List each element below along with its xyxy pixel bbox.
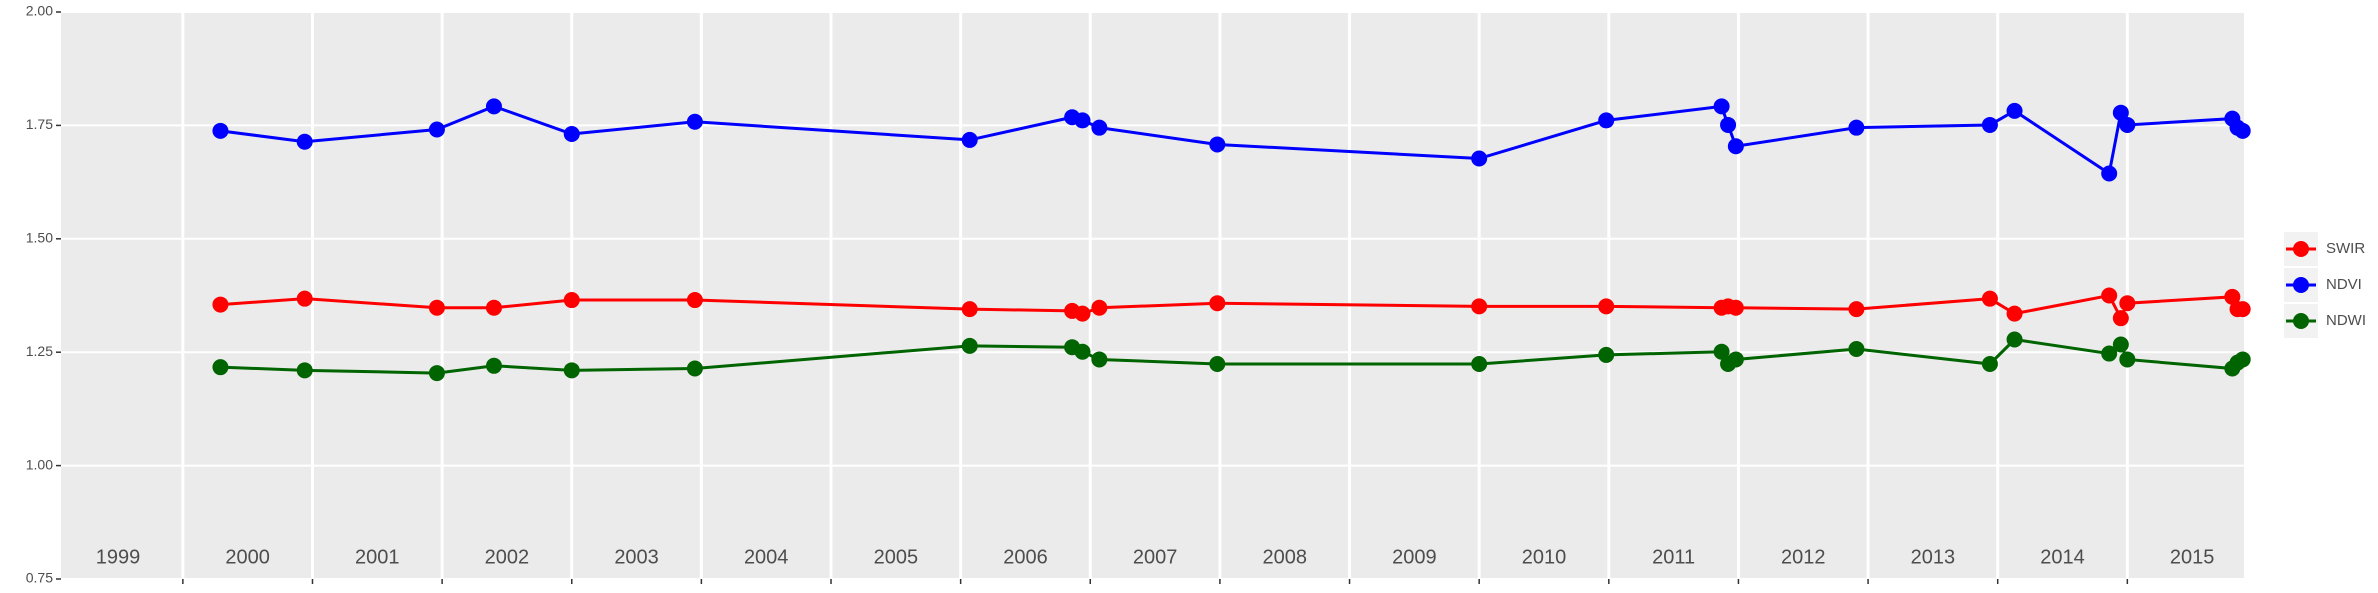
data-point xyxy=(485,299,502,316)
data-point xyxy=(1074,112,1091,129)
x-tick-label: 2015 xyxy=(2170,546,2215,568)
panel xyxy=(61,12,2244,579)
data-point xyxy=(1209,136,1226,153)
data-point xyxy=(1471,355,1488,372)
data-point xyxy=(563,292,580,309)
data-point xyxy=(1091,119,1108,136)
data-point xyxy=(1209,295,1226,312)
data-point xyxy=(1848,301,1865,318)
data-point xyxy=(1091,351,1108,368)
y-tick-label: 0.75 xyxy=(26,570,53,586)
data-point xyxy=(1471,150,1488,167)
x-tick-label: 2014 xyxy=(2040,546,2085,568)
data-point xyxy=(563,126,580,143)
data-point xyxy=(2101,165,2118,182)
y-tick-label: 1.00 xyxy=(26,456,53,472)
x-tick-label: 2000 xyxy=(225,546,270,568)
data-point xyxy=(2112,336,2129,353)
data-point xyxy=(485,98,502,115)
x-tick-label: 2004 xyxy=(744,546,789,568)
x-tick-label: 2005 xyxy=(874,546,919,568)
x-tick-label: 1999 xyxy=(96,546,141,568)
data-point xyxy=(2006,331,2023,348)
data-point xyxy=(1598,298,1615,315)
data-point xyxy=(428,365,445,382)
y-tick-label: 1.25 xyxy=(26,343,53,359)
legend-point xyxy=(2293,313,2309,329)
y-tick-label: 1.50 xyxy=(26,230,53,246)
data-point xyxy=(1848,119,1865,136)
data-point xyxy=(2224,288,2241,305)
data-point xyxy=(1713,98,1730,115)
data-point xyxy=(2112,310,2129,327)
data-point xyxy=(686,360,703,377)
data-point xyxy=(2119,295,2136,312)
data-point xyxy=(1727,138,1744,155)
data-point xyxy=(1727,351,1744,368)
data-point xyxy=(1471,298,1488,315)
data-point xyxy=(2234,301,2251,318)
x-tick-label: 2009 xyxy=(1392,546,1437,568)
data-point xyxy=(212,359,229,376)
data-point xyxy=(1091,299,1108,316)
data-point xyxy=(1598,346,1615,363)
data-point xyxy=(1727,299,1744,316)
data-point xyxy=(2112,104,2129,121)
data-point xyxy=(1074,343,1091,360)
data-point xyxy=(2119,116,2136,133)
data-point xyxy=(2119,351,2136,368)
data-point xyxy=(961,337,978,354)
data-point xyxy=(2101,345,2118,362)
x-tick-label: 2011 xyxy=(1652,546,1695,568)
x-tick-label: 2001 xyxy=(355,546,400,568)
data-point xyxy=(686,292,703,309)
data-point xyxy=(563,362,580,379)
data-point xyxy=(1598,112,1615,129)
x-tick-label: 2013 xyxy=(1911,546,1956,568)
y-tick-label: 1.75 xyxy=(26,116,53,132)
y-tick-label: 2.00 xyxy=(26,3,53,19)
data-point xyxy=(2234,122,2251,139)
data-point xyxy=(1981,290,1998,307)
data-point xyxy=(1720,116,1737,133)
data-point xyxy=(961,301,978,318)
legend-label: SWIR xyxy=(2326,240,2365,257)
data-point xyxy=(2101,287,2118,304)
data-point xyxy=(686,113,703,130)
data-point xyxy=(961,131,978,148)
data-point xyxy=(2234,351,2251,368)
data-point xyxy=(1981,355,1998,372)
x-tick-label: 2002 xyxy=(485,546,530,568)
data-point xyxy=(212,122,229,139)
legend-label: NDWI xyxy=(2326,312,2366,329)
data-point xyxy=(296,362,313,379)
x-tick-label: 2010 xyxy=(1522,546,1567,568)
data-point xyxy=(296,133,313,150)
legend-label: NDVI xyxy=(2326,276,2362,293)
x-tick-label: 2003 xyxy=(614,546,659,568)
data-point xyxy=(2006,102,2023,119)
data-point xyxy=(1981,116,1998,133)
x-tick-label: 2006 xyxy=(1003,546,1048,568)
data-point xyxy=(1209,355,1226,372)
data-point xyxy=(1848,341,1865,358)
legend-point xyxy=(2293,277,2309,293)
legend-point xyxy=(2293,241,2309,257)
data-point xyxy=(485,357,502,374)
x-tick-label: 2008 xyxy=(1262,546,1307,568)
x-tick-label: 2007 xyxy=(1133,546,1178,568)
data-point xyxy=(1074,305,1091,322)
data-point xyxy=(428,121,445,138)
data-point xyxy=(212,296,229,313)
data-point xyxy=(1713,343,1730,360)
data-point xyxy=(296,290,313,307)
x-tick-label: 2012 xyxy=(1781,546,1826,568)
data-point xyxy=(2006,305,2023,322)
data-point xyxy=(428,299,445,316)
